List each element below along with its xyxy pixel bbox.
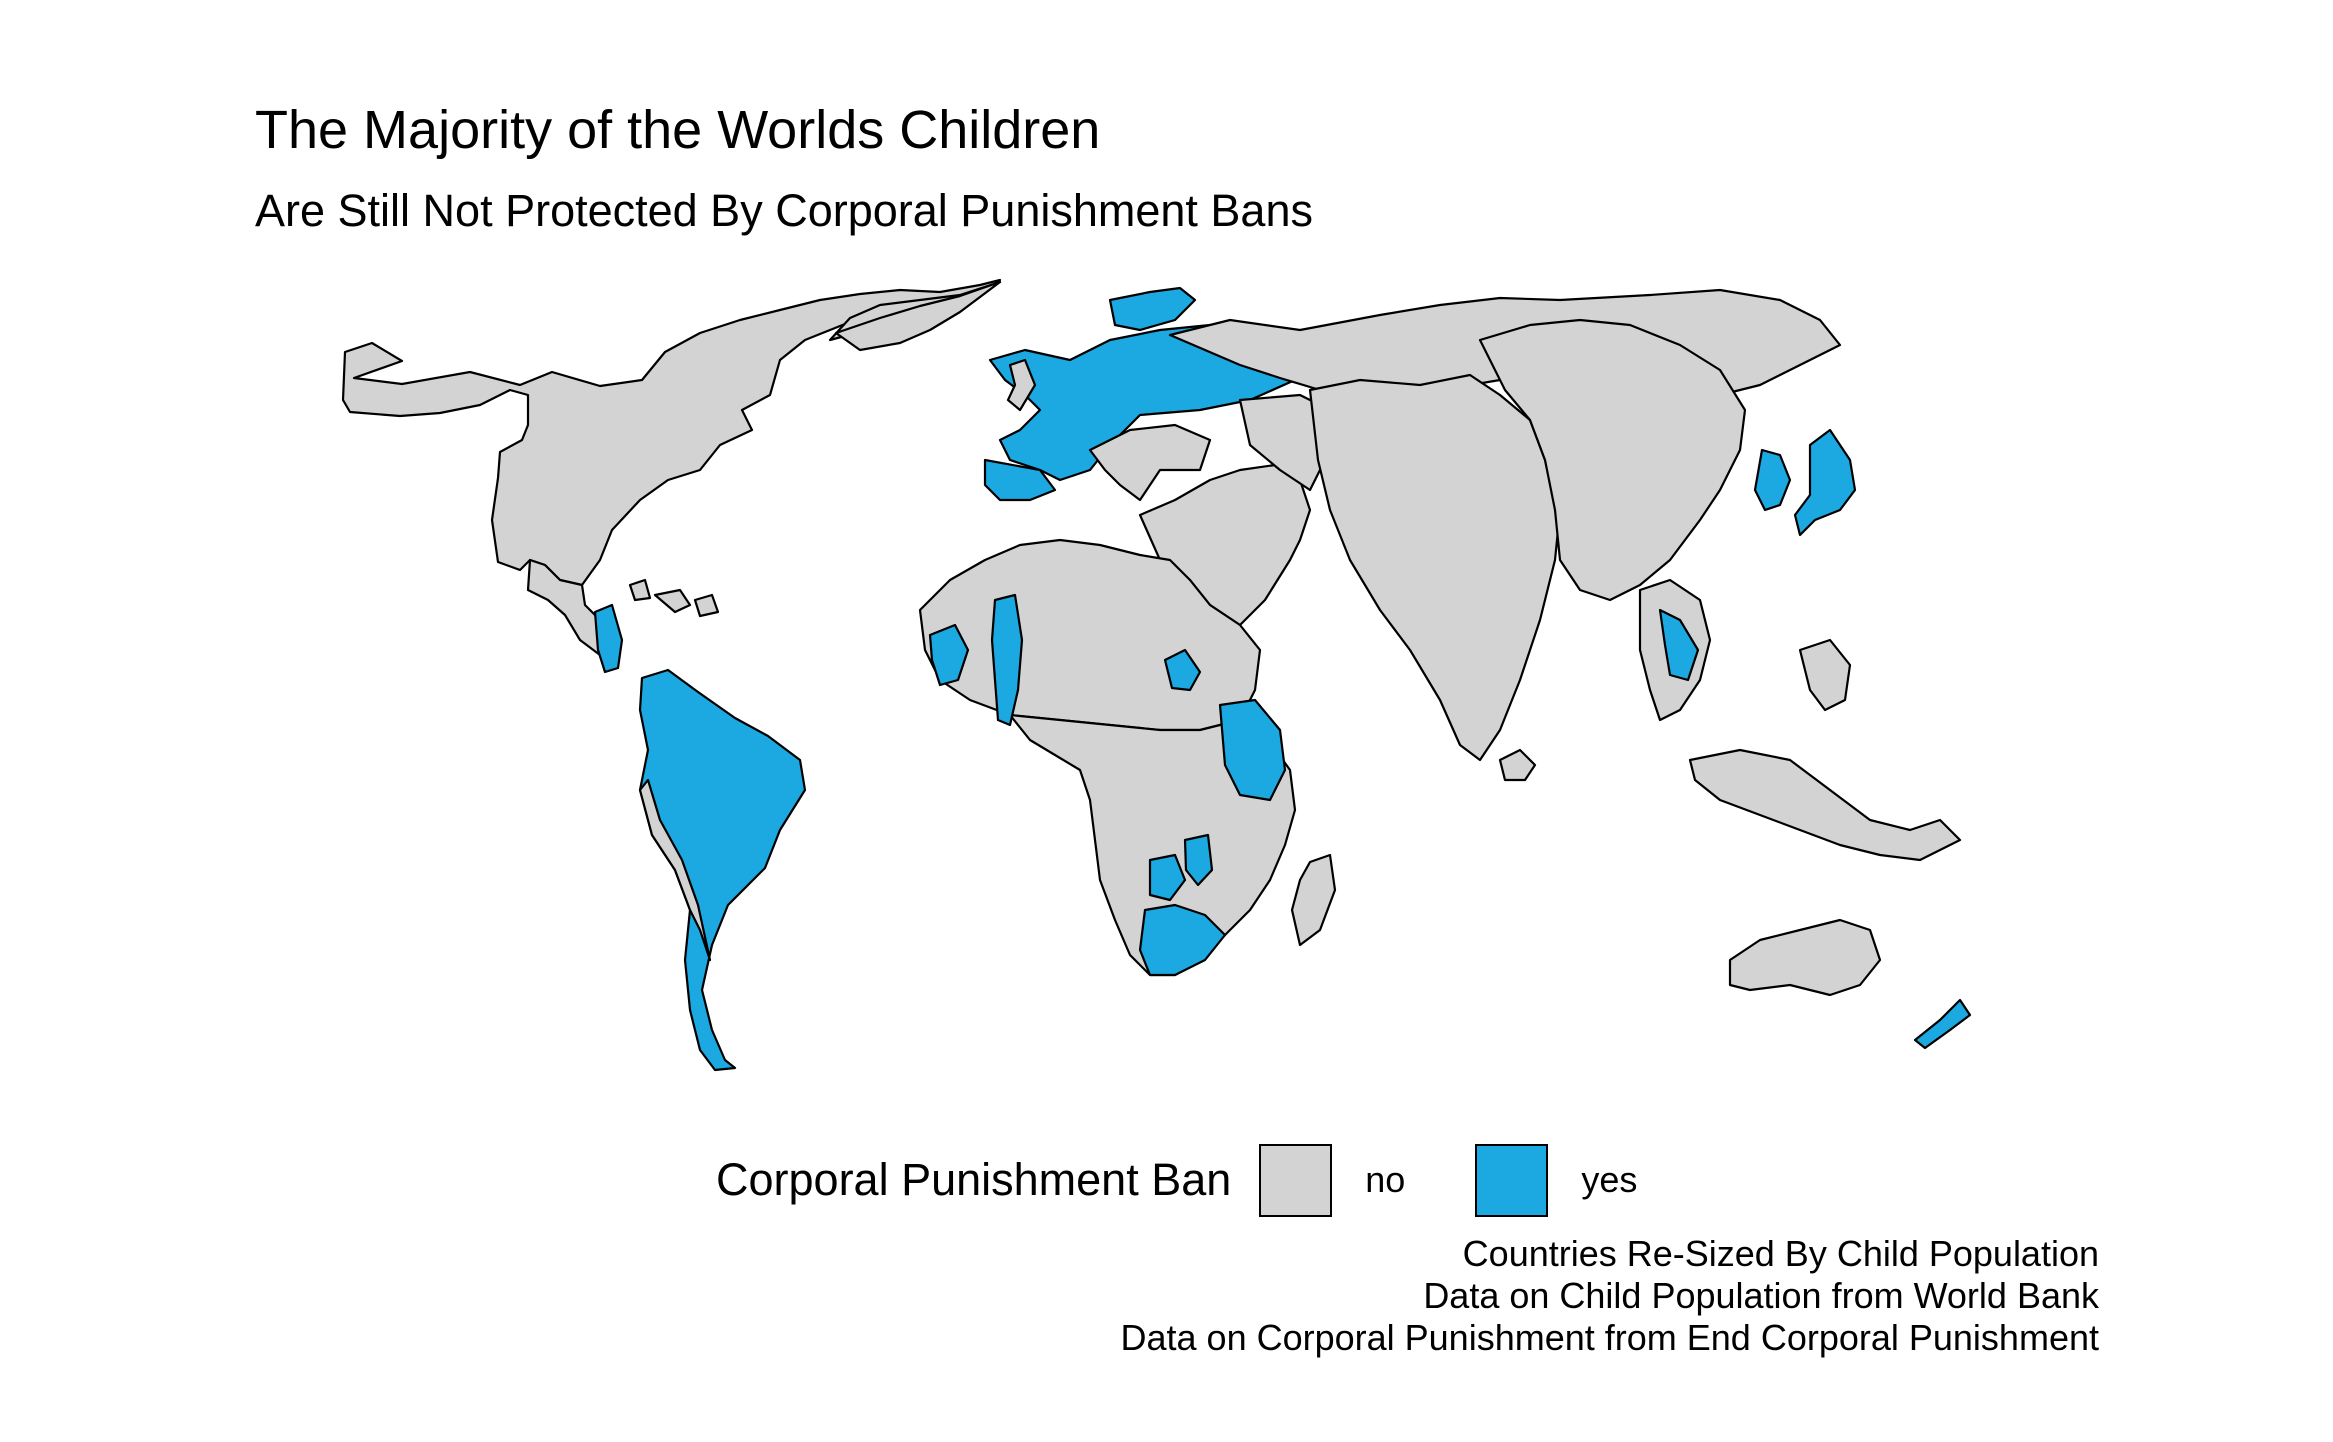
region-west-africa-yes-2: [990, 593, 1024, 727]
region-east-africa-yes: [1218, 698, 1287, 802]
region-indonesia: [1688, 748, 1962, 862]
region-caribbean: [628, 578, 720, 618]
region-scandinavia-yes: [1108, 286, 1197, 332]
legend-title: Corporal Punishment Ban: [716, 1154, 1232, 1205]
region-philippines: [1798, 638, 1852, 712]
caption-line: Countries Re-Sized By Child Population: [1462, 1233, 2099, 1274]
legend-key-yes: [1475, 1143, 1549, 1217]
legend-label-yes: yes: [1581, 1159, 1638, 1200]
region-southern-africa-yes: [1138, 903, 1227, 977]
region-central-africa-yes: [1148, 853, 1187, 902]
chart-title: The Majority of the Worlds Children: [255, 100, 1101, 160]
caption-line: Data on Child Population from World Bank: [1423, 1275, 2099, 1316]
region-south-america-west: [638, 778, 712, 962]
region-west-africa-yes: [928, 623, 970, 687]
region-madagascar: [1290, 853, 1337, 947]
region-south-america-yes: [638, 668, 807, 1072]
region-horn-yes: [1163, 648, 1202, 692]
region-central-america-yes: [593, 603, 624, 674]
region-east-asia: [1478, 318, 1747, 602]
region-south-asia: [1308, 373, 1562, 762]
chart-subtitle: Are Still Not Protected By Corporal Puni…: [255, 185, 1313, 236]
region-mozambique-yes: [1183, 833, 1214, 887]
caption: Countries Re-Sized By Child Population D…: [1121, 1233, 2100, 1359]
region-japan-yes: [1793, 428, 1857, 537]
legend-key-no: [1259, 1143, 1333, 1217]
region-sri-lanka: [1498, 748, 1537, 782]
legend-label-no: no: [1365, 1159, 1406, 1200]
region-korea-yes: [1753, 448, 1792, 512]
caption-line: Data on Corporal Punishment from End Cor…: [1120, 1317, 2100, 1358]
region-australia: [1728, 918, 1882, 997]
region-vietnam-yes: [1658, 608, 1700, 682]
region-new-zealand-yes: [1913, 998, 1972, 1050]
region-north-america: [341, 278, 1002, 587]
region-greenland: [834, 280, 1002, 352]
region-italy-balkans: [1088, 423, 1212, 502]
region-western-europe-yes: [988, 323, 1297, 482]
legend: Corporal Punishment Ban no yes: [716, 1142, 1637, 1218]
region-uk: [1006, 358, 1037, 412]
region-iberia-yes: [983, 458, 1057, 502]
